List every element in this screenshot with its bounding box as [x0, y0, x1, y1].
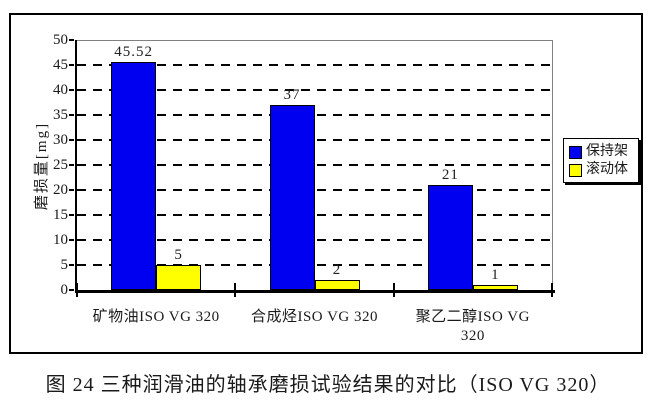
- legend: 保持架 滚动体: [563, 138, 639, 183]
- legend-swatch-icon: [569, 145, 582, 159]
- x-axis-category-label: 聚乙二醇ISO VG 320: [415, 309, 530, 344]
- gridline: [77, 139, 552, 141]
- y-axis-tick-mark: [69, 64, 74, 66]
- y-axis-tick-mark: [69, 89, 74, 91]
- y-axis-tick-label: 0: [60, 282, 69, 298]
- bar-cage: [427, 185, 473, 290]
- y-axis-tick-label: 5: [60, 257, 69, 273]
- y-axis-tick-label: 50: [53, 32, 68, 48]
- y-axis-tick-label: 25: [53, 157, 68, 173]
- x-axis-category-label: 矿物油ISO VG 320: [92, 309, 220, 325]
- gridline: [77, 164, 552, 166]
- gridline: [77, 114, 552, 116]
- bar-value-label: 37: [283, 87, 301, 103]
- y-axis-tick-mark: [69, 264, 74, 266]
- bar-cage: [111, 62, 157, 290]
- y-axis-tick-mark: [69, 114, 74, 116]
- y-axis-tick-mark: [69, 239, 74, 241]
- legend-swatch-icon: [569, 163, 582, 177]
- x-axis-tick-mark: [76, 283, 78, 297]
- figure-caption: 图 24 三种润滑油的轴承磨损试验结果的对比（ISO VG 320）: [45, 374, 611, 396]
- y-axis-tick-label: 10: [53, 232, 68, 248]
- bar-rolling-element: [314, 280, 360, 290]
- y-axis-tick-label: 30: [53, 132, 68, 148]
- bar-rolling-element: [156, 265, 202, 290]
- y-axis-tick-label: 15: [53, 207, 68, 223]
- bar-value-label: 21: [441, 167, 459, 183]
- y-axis-tick-mark: [69, 289, 74, 291]
- legend-label: 滚动体: [586, 162, 628, 177]
- gridline: [77, 189, 552, 191]
- gridline: [77, 214, 552, 216]
- y-axis-tick-mark: [69, 39, 74, 41]
- y-axis-tick-label: 45: [53, 57, 68, 73]
- legend-label: 保持架: [586, 144, 628, 159]
- gridline: [77, 264, 552, 266]
- y-axis-tick-label: 20: [53, 182, 68, 198]
- y-axis-line: [75, 40, 77, 292]
- chart-frame: 磨损量[mg] 保持架 滚动体 0 5 10 15 20 25 30 35 40 45 50 45.52…: [9, 13, 643, 354]
- legend-item: 保持架: [569, 143, 635, 161]
- x-axis-tick-mark: [234, 283, 237, 297]
- gridline: [77, 89, 552, 91]
- x-axis-category-label: 合成烃ISO VG 320: [250, 309, 379, 325]
- legend-item: 滚动体: [569, 161, 635, 179]
- y-axis-tick-mark: [69, 189, 74, 191]
- gridline: [77, 64, 552, 66]
- x-axis-tick-mark: [392, 283, 395, 297]
- bar-value-label: 2: [332, 262, 342, 278]
- y-axis-tick-label: 35: [53, 107, 68, 123]
- bar-value-label: 5: [174, 247, 183, 263]
- y-axis-tick-label: 40: [53, 82, 68, 98]
- y-axis-tick-mark: [69, 214, 74, 216]
- x-axis-tick-mark: [551, 283, 553, 297]
- y-axis-tick-mark: [69, 164, 74, 166]
- bar-value-label: 45.52: [114, 44, 154, 60]
- x-axis-line: [75, 290, 555, 293]
- gridline: [77, 239, 552, 241]
- bar-cage: [269, 105, 315, 290]
- bar-rolling-element: [472, 285, 518, 290]
- y-axis-tick-mark: [69, 139, 74, 141]
- bar-value-label: 1: [491, 267, 500, 283]
